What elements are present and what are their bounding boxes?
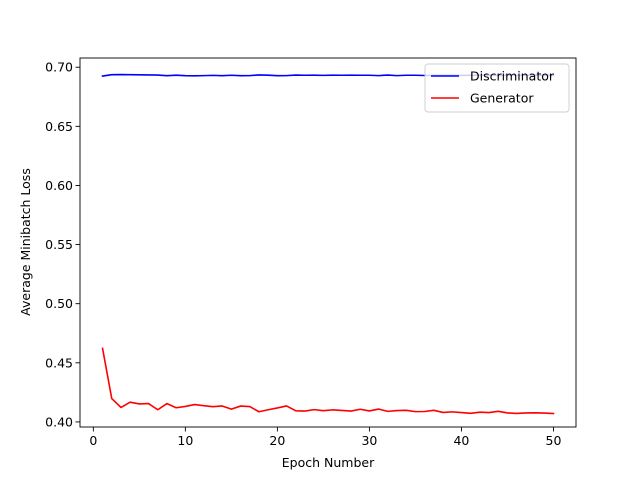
y-tick-label: 0.65 bbox=[45, 119, 73, 134]
x-tick-label: 40 bbox=[453, 433, 469, 448]
legend: Discriminator Generator bbox=[424, 63, 570, 113]
x-tick-label: 0 bbox=[89, 433, 97, 448]
x-tick-label: 20 bbox=[269, 433, 285, 448]
y-tick-label: 0.40 bbox=[45, 414, 73, 429]
axes-frame bbox=[79, 57, 577, 428]
y-tick-label: 0.50 bbox=[45, 296, 73, 311]
y-tick-label: 0.70 bbox=[45, 60, 73, 75]
legend-label-generator: Generator bbox=[470, 91, 534, 106]
y-tick-label: 0.55 bbox=[45, 237, 73, 252]
x-tick-label: 30 bbox=[361, 433, 377, 448]
x-axis-label: Epoch Number bbox=[282, 455, 375, 470]
y-tick-label: 0.45 bbox=[45, 355, 73, 370]
y-tick-label: 0.60 bbox=[45, 178, 73, 193]
legend-label-discriminator: Discriminator bbox=[470, 69, 555, 84]
y-axis-label: Average Minibatch Loss bbox=[18, 168, 33, 316]
axes-layer: 0 10 20 30 40 50 0.40 0.45 0.50 0.55 0.60 0.65 0.70 bbox=[45, 57, 577, 448]
x-tick-label: 10 bbox=[177, 433, 193, 448]
series-layer bbox=[101, 73, 555, 415]
series-line-generator bbox=[101, 347, 555, 415]
x-tick-label: 50 bbox=[546, 433, 562, 448]
legend-box bbox=[424, 63, 570, 113]
